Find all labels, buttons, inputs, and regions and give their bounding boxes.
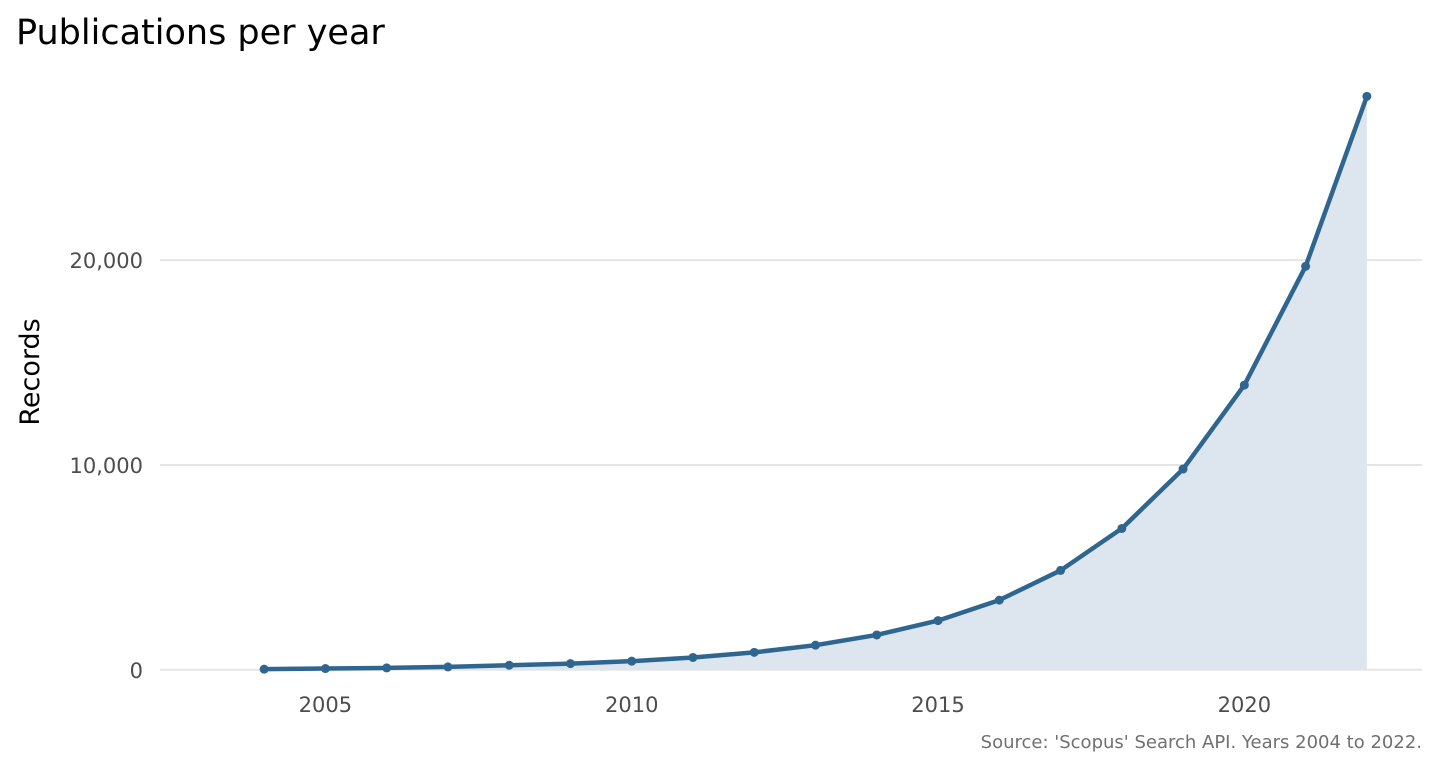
data-point-2009 [565,659,575,669]
data-point-2019 [1178,464,1188,474]
data-point-2020 [1239,380,1249,390]
data-point-2010 [627,656,637,666]
y-axis-ticks: 0 10,000 20,000 [70,249,143,683]
area-fill-group [264,96,1367,670]
data-point-2016 [994,595,1004,605]
y-tick-label-10000: 10,000 [70,454,143,478]
x-tick-label-2015: 2015 [911,693,964,717]
data-point-2013 [811,640,821,650]
y-tick-label-0: 0 [130,659,143,683]
data-point-2004 [259,664,269,674]
x-axis-ticks: 2005 2010 2015 2020 [299,693,1271,717]
y-tick-label-20000: 20,000 [70,249,143,273]
y-axis-title: Records [15,318,46,425]
data-point-2014 [872,630,882,640]
data-point-2007 [443,662,453,672]
x-tick-label-2010: 2010 [605,693,658,717]
data-point-2005 [320,664,330,674]
x-tick-label-2020: 2020 [1218,693,1271,717]
x-tick-label-2005: 2005 [299,693,352,717]
chart-caption: Source: 'Scopus' Search API. Years 2004 … [981,732,1422,753]
data-point-2012 [749,647,759,657]
area-fill [264,96,1367,670]
data-point-2021 [1301,261,1311,271]
data-point-2006 [382,663,392,673]
data-point-2015 [933,616,943,626]
data-point-2011 [688,652,698,662]
data-point-2022 [1362,91,1372,101]
data-point-2018 [1117,523,1127,533]
data-points [259,91,1372,674]
data-point-2017 [1056,565,1066,575]
chart-title: Publications per year [16,13,385,53]
data-point-2008 [504,660,514,670]
